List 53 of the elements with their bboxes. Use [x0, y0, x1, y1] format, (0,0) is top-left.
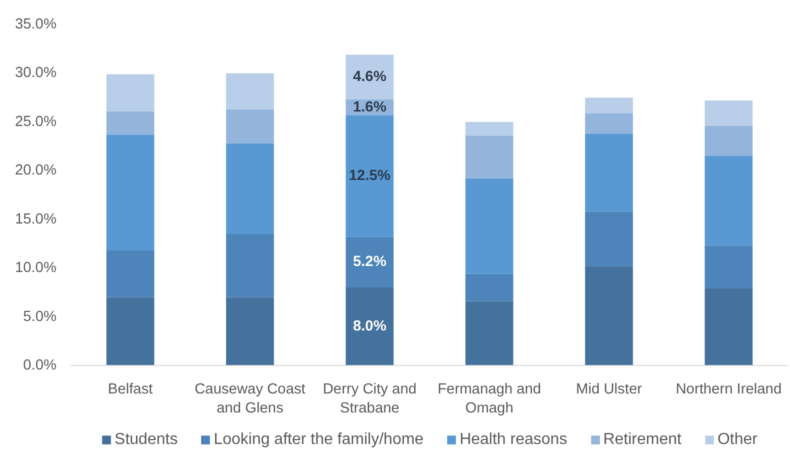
bar: [585, 98, 633, 114]
bar: [106, 250, 154, 298]
bar: [106, 297, 154, 366]
bar: [346, 236, 394, 288]
x-tick-label: Northern Ireland: [676, 382, 782, 398]
bar: [226, 73, 274, 110]
y-tick-label: 30.0%: [14, 65, 57, 82]
bar: [465, 301, 514, 366]
bar: [226, 143, 274, 234]
bar: [585, 134, 633, 212]
bar: [346, 288, 394, 366]
y-tick-label: 25.0%: [14, 114, 57, 130]
data-label: 8.0%: [352, 318, 386, 335]
bar: [585, 113, 633, 134]
y-tick-label: 5.0%: [23, 308, 56, 325]
legend-label: Other: [717, 430, 758, 448]
bar: [704, 126, 753, 156]
y-tick-label: 15.0%: [14, 211, 57, 228]
x-tick-label: Derry City and Strabane: [322, 382, 417, 417]
y-tick-label: 10.0%: [14, 260, 57, 276]
x-tick-label: Mid Ulster: [576, 382, 642, 398]
x-tick-label: Belfast: [108, 382, 153, 398]
data-label: 4.6%: [352, 69, 386, 86]
bar: [226, 297, 274, 366]
bar: [346, 54, 394, 100]
bar: [106, 74, 154, 112]
legend-label: Retirement: [603, 430, 682, 448]
bar: [704, 156, 753, 246]
bar: [465, 178, 514, 274]
bar: [585, 266, 633, 366]
data-label: 5.2%: [352, 254, 386, 270]
bar: [226, 109, 274, 144]
legend-label: Health reasons: [460, 430, 568, 448]
legend-label: Looking after the family/home: [214, 430, 424, 448]
bar: [346, 115, 394, 237]
data-label: 12.5%: [348, 168, 390, 184]
y-tick-label: 0.0%: [23, 358, 56, 374]
bar: [106, 111, 154, 135]
x-tick-label: Causeway Coast and Glens: [194, 382, 306, 417]
bar: [465, 136, 514, 178]
legend-label: Students: [114, 430, 178, 448]
bar: [704, 100, 753, 126]
x-tick-label: Fermanagh and Omagh: [438, 382, 542, 417]
bar: [465, 122, 514, 136]
bar: [585, 212, 633, 266]
bar: [465, 274, 514, 302]
y-tick-label: 20.0%: [14, 162, 57, 179]
bar: [704, 288, 753, 366]
bar: [226, 234, 274, 298]
data-label: 1.6%: [352, 99, 386, 116]
y-tick-label: 35.0%: [14, 16, 57, 32]
bar: [106, 134, 154, 251]
bar: [704, 246, 753, 289]
